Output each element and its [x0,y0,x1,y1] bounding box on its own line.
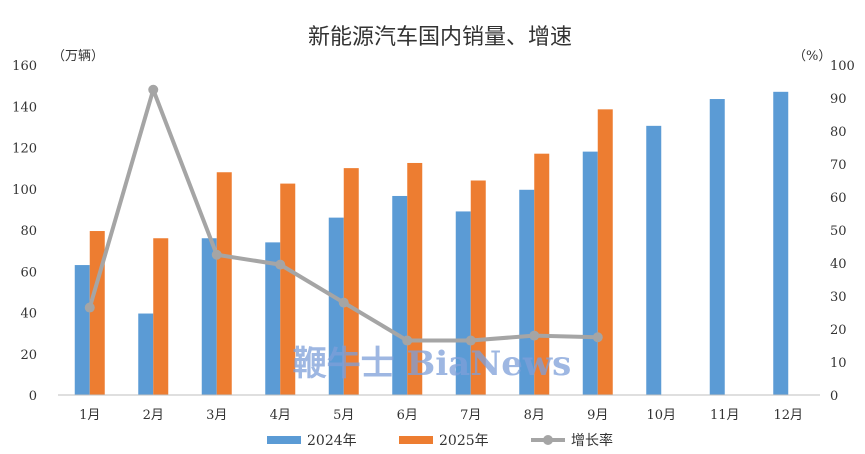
left-axis-tick-label: 120 [12,142,37,157]
right-axis-tick-label: 20 [830,323,847,338]
left-axis-tick-label: 160 [12,59,37,74]
growth-line-series [84,84,603,346]
growth-point [84,302,95,313]
bar-2025年 [216,172,232,395]
right-axis-tick-label: 60 [830,191,847,206]
bar-2025年 [407,162,423,395]
bar-2024年 [138,313,154,395]
right-axis-ticks: 0 10 20 30 40 50 60 70 80 90 100 [830,59,855,404]
left-axis-tick-label: 0 [29,389,37,404]
legend-label-增长率: 增长率 [571,432,613,449]
bar-2024年 [773,91,789,395]
legend-swatch-marker [543,435,553,445]
growth-point [529,330,540,341]
growth-point [592,332,603,343]
right-axis-tick-label: 90 [830,92,847,107]
bar-2025年 [153,238,169,395]
bar-2025年 [280,183,296,395]
growth-point [211,249,222,260]
left-axis-tick-label: 100 [12,183,37,198]
bar-2024年 [709,99,725,395]
growth-point [465,335,476,346]
left-axis-unit: （万辆） [52,49,104,64]
bar-2024年 [74,265,90,395]
legend-swatch-2025年 [399,436,433,444]
growth-point [275,259,286,270]
watermark: 鞭牛士 BiaNews [293,344,572,384]
chart-title: 新能源汽车国内销量、增速 [308,25,572,50]
growth-point [402,335,413,346]
right-axis-tick-label: 100 [830,59,855,74]
legend: 2024年 2025年 增长率 [267,432,613,449]
bar-2024年 [265,242,281,395]
right-axis-unit: （%） [793,49,831,64]
right-axis-tick-label: 10 [830,356,847,371]
x-axis-ticks: 1月 2月 3月 4月 5月 6月 7月 8月 9月 10月 11月 12月 [79,408,803,423]
bar-2024年 [455,211,471,395]
growth-point [148,84,159,95]
x-axis-tick-label: 8月 [524,408,545,423]
bar-2024年 [646,125,662,395]
legend-label-2025年: 2025年 [439,433,489,449]
left-axis-tick-label: 60 [20,265,37,280]
legend-label-2024年: 2024年 [307,433,357,449]
right-axis-tick-label: 0 [830,389,838,404]
bar-2025年 [597,109,613,395]
bar-2024年 [582,151,598,395]
right-axis-tick-label: 50 [830,224,847,239]
bar-2024年 [328,217,344,395]
left-axis-ticks: 0 20 40 60 80 100 120 140 160 [12,59,37,404]
x-axis-tick-label: 3月 [206,408,227,423]
x-axis-tick-label: 10月 [646,408,676,423]
bar-2025年 [343,168,359,395]
x-axis-tick-label: 12月 [773,408,803,423]
left-axis-tick-label: 20 [20,348,37,363]
x-axis-tick-label: 5月 [333,408,354,423]
x-axis-tick-label: 4月 [270,408,291,423]
right-axis-tick-label: 70 [830,158,847,173]
x-axis-tick-label: 11月 [710,408,740,423]
x-axis-tick-label: 6月 [397,408,418,423]
right-axis-tick-label: 80 [830,125,847,140]
bar-2025年 [89,231,105,395]
x-axis-tick-label: 1月 [79,408,100,423]
growth-point [338,297,349,308]
legend-swatch-2024年 [267,436,301,444]
right-axis-tick-label: 30 [830,290,847,305]
left-axis-tick-label: 40 [20,307,37,322]
bar-2024年 [519,189,535,395]
bar-series [74,91,789,395]
bar-2024年 [201,238,217,395]
x-axis-tick-label: 7月 [460,408,481,423]
right-axis-tick-label: 40 [830,257,847,272]
x-axis-tick-label: 9月 [587,408,608,423]
bar-2024年 [392,195,408,395]
left-axis-tick-label: 140 [12,100,37,115]
x-axis-tick-label: 2月 [143,408,164,423]
left-axis-tick-label: 80 [20,224,37,239]
